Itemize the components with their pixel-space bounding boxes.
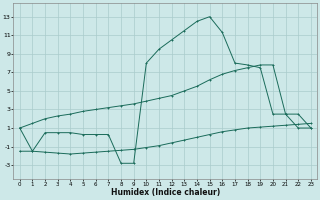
- X-axis label: Humidex (Indice chaleur): Humidex (Indice chaleur): [111, 188, 220, 197]
